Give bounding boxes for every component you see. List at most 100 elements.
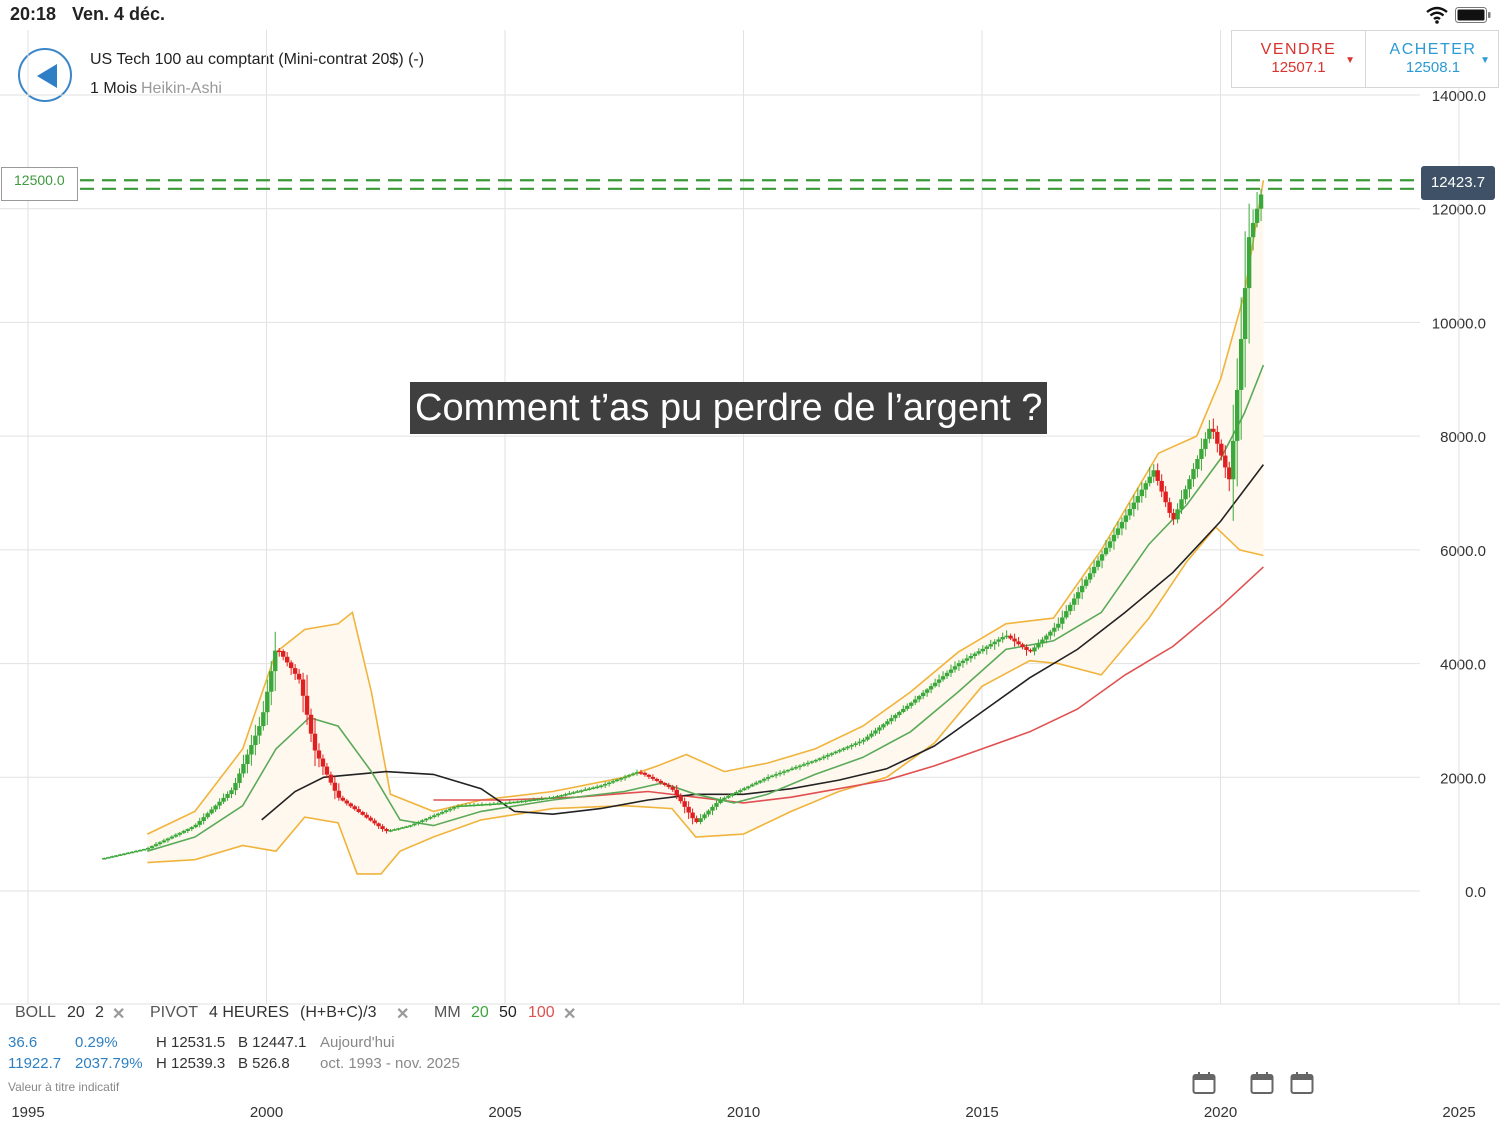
candle-body [761,778,767,781]
candle-body [539,798,544,801]
candle-body [1032,647,1037,652]
candle-body [133,850,139,853]
alert-level-tag[interactable]: 12500.0 [1,167,78,201]
sell-price: 12507.1 [1271,59,1326,76]
back-button[interactable] [18,48,72,102]
candle-body [479,804,485,806]
calendar-range-icon[interactable] [1290,1071,1314,1095]
candle-body [451,807,457,809]
candle-body [110,856,115,858]
candle-body [249,745,254,755]
candle-body [288,662,294,669]
status-time: 20:18 [10,4,57,24]
candle-body [1012,638,1017,642]
sell-label: VENDRE [1260,41,1337,58]
calendar-start-icon[interactable] [1192,1071,1216,1095]
candle-body [1155,470,1160,481]
candle-body [1246,237,1252,289]
candle-body [968,655,974,659]
boll-deviation: 2 [95,1004,104,1021]
candle-body [1119,521,1125,529]
candle-body [344,800,349,804]
boll-remove-icon[interactable]: ✕ [112,1006,126,1023]
candle-body [408,825,413,827]
candle-body [793,767,799,769]
candle-body [734,792,739,794]
sell-dropdown-icon[interactable]: ▼ [1345,55,1355,66]
candle-body [141,849,147,851]
candle-body [952,666,958,670]
candle-body [754,782,759,785]
candle-body [157,842,163,845]
candle-body [785,769,791,772]
mm-remove-icon[interactable]: ✕ [563,1006,577,1023]
candle-body [511,801,516,804]
candle-body [706,810,711,815]
candle-body [443,810,449,813]
boll-indicator-name[interactable]: BOLL [15,1004,56,1021]
candle-body [1223,455,1228,468]
candle-body [618,778,624,780]
candle-body [765,777,771,779]
candle-body [813,759,819,762]
buy-price: 12508.1 [1405,59,1461,76]
candle-body [328,774,334,783]
current-price-tag: 12423.7 [1421,166,1495,200]
candle-body [1064,611,1069,618]
sell-button[interactable]: VENDRE 12507.1 ▼ [1232,31,1366,87]
candle-body [948,669,954,673]
candle-body [869,733,874,737]
candle-body [722,797,727,800]
candle-body [483,804,489,806]
candle-body [503,802,508,805]
candle-body [567,793,572,795]
candle-body [292,668,298,674]
candle-body [384,829,389,832]
candle-body [1191,469,1196,480]
candle-body [1111,534,1117,542]
pivot-formula: (H+B+C)/3 [300,1004,377,1021]
candle-body [400,827,405,829]
candle-body [420,820,425,822]
candle-body [575,791,580,793]
candle-body [694,818,699,823]
candle-body [598,785,604,788]
buy-button[interactable]: ACHETER 12508.1 ▼ [1366,31,1500,87]
timeframe-selector[interactable]: 1 Mois [90,80,138,97]
pivot-remove-icon[interactable]: ✕ [396,1006,410,1023]
candle-body [1199,448,1204,460]
instrument-title: US Tech 100 au comptant (Mini-contrat 20… [90,51,425,68]
stat-high-today: H 12531.5 [156,1034,226,1051]
candle-body [1195,459,1200,470]
candle-body [125,852,131,855]
candle-body [308,714,314,734]
candle-body [471,804,477,807]
candle-body [439,812,445,814]
buy-dropdown-icon[interactable]: ▼ [1480,55,1490,66]
candle-body [821,756,826,759]
candle-body [253,735,258,746]
candle-body [547,797,552,800]
candle-body [626,775,632,777]
candle-body [245,754,250,765]
indicator-bar: BOLL 20 2 ✕ PIVOT 4 HEURES (H+B+C)/3 ✕ M… [0,1000,1500,1030]
y-tick-label: 2000.0 [1440,770,1486,787]
candle-body [865,736,870,740]
candle-body [1131,502,1137,510]
pivot-indicator-name[interactable]: PIVOT [150,1004,199,1021]
candle-body [972,653,978,656]
calendar-end-icon[interactable] [1250,1071,1274,1095]
candle-body [881,724,886,728]
candle-body [897,711,902,716]
candle-body [654,778,660,781]
candle-body [595,786,600,789]
candle-body [1052,627,1057,632]
candle-body [905,705,910,709]
candle-body [559,795,564,797]
candle-body [535,798,540,801]
candle-body [265,691,270,713]
candle-body [992,641,997,645]
mm-indicator-name[interactable]: MM [434,1004,461,1021]
candle-body [121,853,127,856]
